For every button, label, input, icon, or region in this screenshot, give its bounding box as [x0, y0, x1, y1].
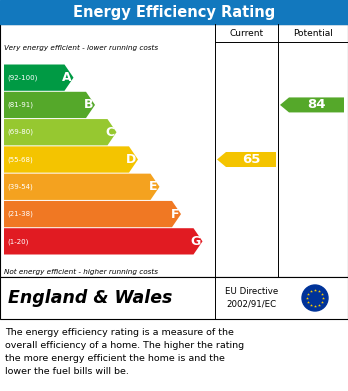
Text: Energy Efficiency Rating: Energy Efficiency Rating [73, 5, 275, 20]
Text: Not energy efficient - higher running costs: Not energy efficient - higher running co… [4, 269, 158, 274]
Polygon shape [4, 174, 159, 200]
Text: G: G [190, 235, 200, 248]
Text: (55-68): (55-68) [7, 156, 33, 163]
Text: Very energy efficient - lower running costs: Very energy efficient - lower running co… [4, 45, 158, 50]
Polygon shape [4, 92, 95, 118]
Text: The energy efficiency rating is a measure of the
overall efficiency of a home. T: The energy efficiency rating is a measur… [5, 328, 244, 376]
Polygon shape [4, 228, 203, 255]
Text: England & Wales: England & Wales [8, 289, 172, 307]
Text: 65: 65 [242, 153, 260, 166]
Bar [0, 0, 348, 24]
Text: A: A [62, 71, 71, 84]
Polygon shape [4, 119, 117, 145]
Text: E: E [149, 180, 158, 193]
Polygon shape [4, 201, 181, 227]
Polygon shape [280, 97, 344, 113]
Text: F: F [171, 208, 179, 221]
Text: 84: 84 [307, 99, 326, 111]
Polygon shape [4, 146, 138, 173]
Text: B: B [84, 99, 93, 111]
Polygon shape [217, 152, 276, 167]
Text: (92-100): (92-100) [7, 74, 37, 81]
Text: (21-38): (21-38) [7, 211, 33, 217]
Text: C: C [105, 126, 114, 139]
Text: Potential: Potential [293, 29, 333, 38]
Bar [0, 277, 348, 319]
Text: EU Directive
2002/91/EC: EU Directive 2002/91/EC [225, 287, 278, 309]
Text: (69-80): (69-80) [7, 129, 33, 135]
Text: D: D [126, 153, 136, 166]
Text: (81-91): (81-91) [7, 102, 33, 108]
Polygon shape [4, 65, 73, 91]
Text: (39-54): (39-54) [7, 183, 33, 190]
Circle shape [302, 285, 328, 311]
Text: (1-20): (1-20) [7, 238, 29, 245]
Text: Current: Current [229, 29, 263, 38]
Bar [0, 24, 348, 277]
